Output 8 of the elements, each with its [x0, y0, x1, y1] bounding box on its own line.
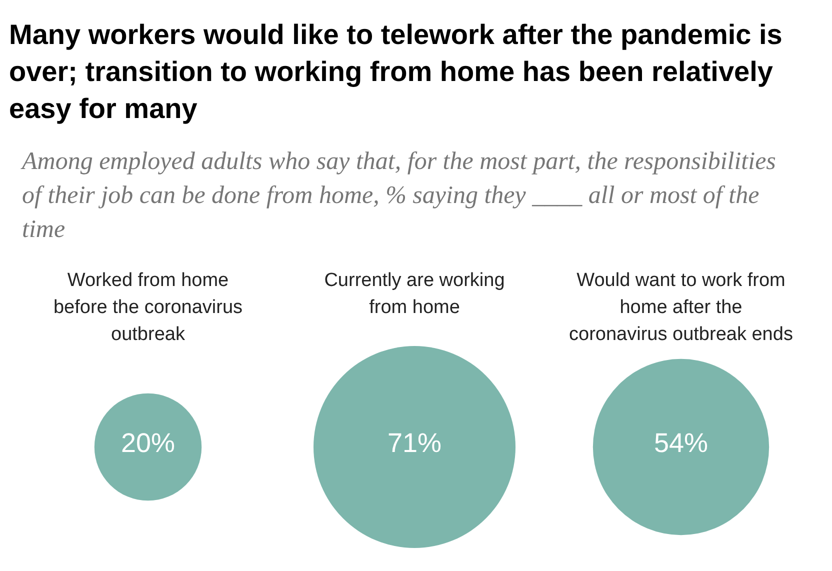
category-label: Would want to work from home after the coronavirus outbreak ends — [569, 270, 793, 345]
data-label: 20% — [120, 428, 176, 458]
category-label: Worked from home before the coronavirus outbreak — [53, 270, 243, 345]
data-label: 71% — [387, 428, 442, 458]
text: Among employed adults who say that, for the most part, the responsibilities of their job can be done from home, % saying they ____ all or most of the time — [20, 148, 776, 243]
data-label: 54% — [654, 428, 708, 458]
text: Many workers would like to telework after the pandemic is over; transition to working from home has been relatively easy for many — [9, 19, 782, 124]
category-label: Currently are working from home — [324, 270, 505, 318]
